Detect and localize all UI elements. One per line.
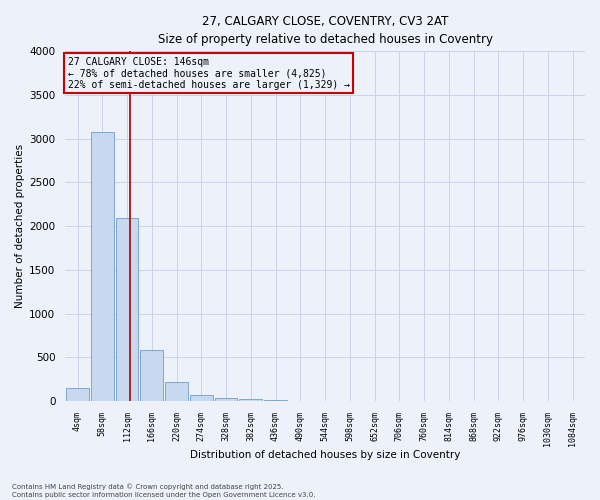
Bar bbox=[264, 400, 287, 401]
Bar bbox=[140, 350, 163, 401]
Bar bbox=[215, 398, 238, 401]
Bar bbox=[239, 399, 262, 401]
Y-axis label: Number of detached properties: Number of detached properties bbox=[15, 144, 25, 308]
Bar bbox=[165, 382, 188, 401]
Bar bbox=[116, 218, 139, 401]
Bar bbox=[91, 132, 113, 401]
X-axis label: Distribution of detached houses by size in Coventry: Distribution of detached houses by size … bbox=[190, 450, 460, 460]
Text: 27 CALGARY CLOSE: 146sqm
← 78% of detached houses are smaller (4,825)
22% of sem: 27 CALGARY CLOSE: 146sqm ← 78% of detach… bbox=[68, 56, 350, 90]
Title: 27, CALGARY CLOSE, COVENTRY, CV3 2AT
Size of property relative to detached house: 27, CALGARY CLOSE, COVENTRY, CV3 2AT Siz… bbox=[158, 15, 493, 46]
Text: Contains HM Land Registry data © Crown copyright and database right 2025.
Contai: Contains HM Land Registry data © Crown c… bbox=[12, 484, 316, 498]
Bar bbox=[66, 388, 89, 401]
Bar bbox=[190, 394, 212, 401]
